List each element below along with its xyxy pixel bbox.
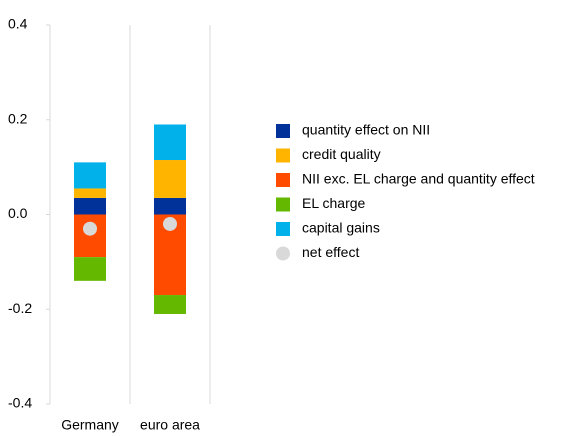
- bar-segment: [74, 257, 106, 281]
- legend-swatch: [276, 148, 290, 163]
- net-effect-dot: [163, 216, 177, 231]
- x-tick-label: Germany: [61, 417, 119, 433]
- y-tick-label: 0.0: [8, 205, 28, 221]
- x-tick-label: euro area: [140, 417, 200, 433]
- y-tick-label: -0.4: [8, 395, 32, 411]
- legend-swatch: [276, 197, 290, 212]
- bar-segment: [154, 160, 186, 198]
- bar-segment: [154, 197, 186, 215]
- bar-segment: [74, 162, 106, 189]
- bar-segment: [154, 295, 186, 314]
- bar-segment: [74, 188, 106, 198]
- net-effect-dot: [83, 221, 97, 236]
- y-tick-label: 0.2: [8, 110, 28, 126]
- legend-label: quantity effect on NII: [302, 122, 430, 138]
- legend-label: net effect: [302, 244, 359, 260]
- y-tick-label: -0.2: [8, 300, 32, 316]
- bar-segment: [154, 124, 186, 161]
- legend-swatch: [276, 173, 290, 187]
- legend-label: credit quality: [302, 146, 381, 162]
- bar-segment: [74, 197, 106, 215]
- legend-swatch: [276, 124, 290, 138]
- legend-label: NII exc. EL charge and quantity effect: [302, 171, 535, 187]
- y-tick-label: 0.4: [8, 16, 28, 32]
- legend-label: capital gains: [302, 220, 380, 236]
- legend-swatch: [276, 222, 290, 236]
- bar-segment: [74, 214, 106, 258]
- legend-label: EL charge: [302, 195, 366, 211]
- legend-swatch: [276, 246, 290, 261]
